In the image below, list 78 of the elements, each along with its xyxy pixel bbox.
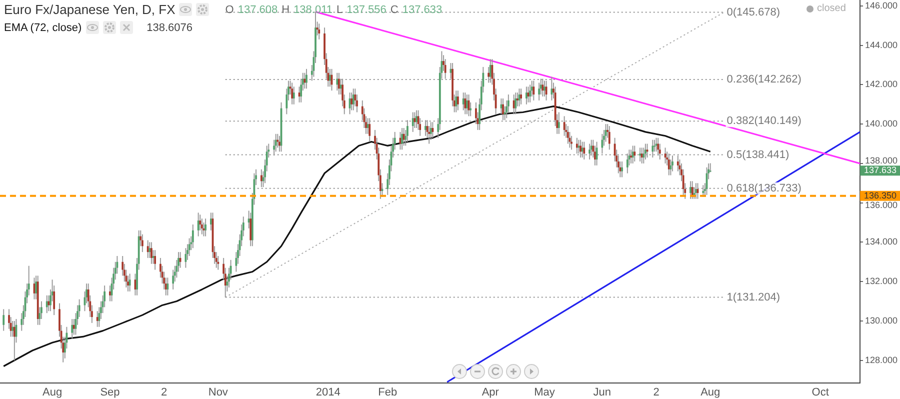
y-tick-label: 128.000 — [865, 354, 898, 365]
candlestick — [414, 112, 416, 128]
annotation: 138.6076 — [146, 22, 193, 34]
candlestick — [566, 126, 569, 144]
series-label: 1(131.204) — [726, 291, 780, 304]
candlestick — [150, 242, 152, 264]
x-tick-label: Apr — [482, 386, 500, 399]
x-tick-label: Jun — [593, 386, 612, 399]
candlestick — [318, 23, 320, 40]
chart-subtitle: O 137.608 H 138.011 L 137.556 C 137.633 — [225, 4, 442, 16]
candlestick — [416, 110, 418, 128]
annotation: closed — [817, 3, 846, 14]
candlestick — [197, 212, 200, 237]
candlestick — [192, 224, 194, 249]
series-label: 0.236(142.262) — [726, 74, 802, 86]
x-tick-label: Oct — [812, 386, 829, 399]
candlestick — [204, 218, 206, 237]
x-tick-label: 2 — [161, 386, 168, 399]
candlestick — [544, 80, 546, 97]
y-tick-label: 136.000 — [865, 200, 898, 210]
candlestick — [576, 137, 578, 154]
series-label: 0.382(140.149) — [726, 115, 802, 128]
candlestick — [13, 320, 16, 361]
candlestick — [401, 127, 403, 150]
candlestick — [514, 92, 517, 115]
y-tick-label: 134.000 — [865, 236, 898, 247]
candlestick — [520, 88, 522, 105]
candlestick — [188, 238, 190, 256]
y-tick-label: 146.000 — [865, 0, 898, 10]
y-tick-label: 144.000 — [865, 40, 898, 50]
text: 137.633 — [864, 165, 897, 176]
ref-line-label: 136.350 — [864, 190, 897, 200]
candlestick — [328, 68, 331, 88]
candlestick — [529, 84, 532, 103]
candlestick — [608, 126, 610, 150]
series-label: 0(145.678) — [726, 6, 780, 18]
candlestick — [672, 155, 674, 172]
series-label: 0.618(136.733) — [726, 182, 802, 194]
candlestick — [455, 90, 458, 113]
candlestick — [350, 92, 353, 111]
x-tick-label: Feb — [378, 386, 398, 399]
y-tick-label: 130.000 — [865, 315, 898, 326]
x-tick-label: Nov — [208, 386, 228, 399]
series-label: 0.5(138.441) — [726, 148, 790, 161]
candlestick — [172, 269, 174, 290]
candlestick — [292, 86, 295, 105]
candlestick — [690, 180, 692, 200]
x-tick-label: Sep — [100, 386, 120, 399]
y-tick-label: 132.000 — [865, 276, 898, 286]
x-tick-label: Aug — [700, 386, 720, 399]
candlestick — [352, 88, 354, 111]
candlestick — [71, 318, 74, 340]
candlestick — [526, 86, 528, 105]
candlestick — [141, 234, 144, 253]
candlestick — [217, 255, 220, 270]
candlestick — [291, 82, 294, 105]
candlestick — [306, 68, 308, 90]
y-tick-label: 140.000 — [865, 118, 898, 129]
candlestick — [128, 273, 131, 292]
candlestick — [166, 277, 169, 296]
chart-title: Euro Fx/Japanese Yen, D, FX — [4, 2, 176, 17]
text: EMA (72, close) — [4, 22, 82, 34]
candlestick — [457, 90, 459, 111]
candlestick — [464, 92, 466, 115]
candlestick — [200, 218, 203, 235]
x-tick-label: 2 — [653, 386, 660, 399]
x-tick-label: May — [534, 386, 556, 399]
x-tick-label: 2014 — [316, 386, 340, 399]
candlestick — [2, 308, 5, 332]
y-tick-label: 138.000 — [865, 156, 898, 166]
candlestick — [276, 133, 279, 148]
candlestick — [466, 94, 468, 115]
candlestick — [621, 160, 623, 178]
candlestick — [634, 145, 636, 162]
candlestick — [538, 82, 540, 101]
y-tick-label: 142.000 — [865, 79, 898, 90]
x-tick-label: Aug — [42, 386, 62, 399]
candlestick — [154, 250, 156, 270]
